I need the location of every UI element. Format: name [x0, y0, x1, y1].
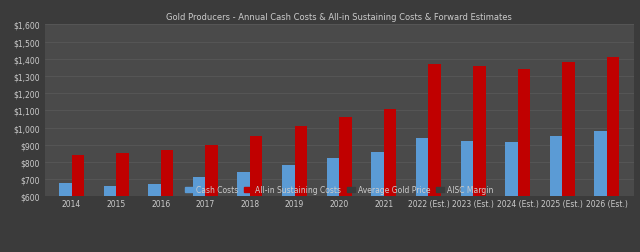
Bar: [384, 109, 396, 197]
Bar: [461, 142, 473, 197]
Bar: [607, 58, 620, 197]
Bar: [326, 159, 339, 197]
Bar: [339, 118, 352, 197]
Bar: [250, 137, 262, 197]
Bar: [282, 166, 294, 197]
Bar: [505, 143, 518, 197]
Legend: Cash Costs, All-in Sustaining Costs, Average Gold Price, AISC Margin: Cash Costs, All-in Sustaining Costs, Ave…: [185, 185, 493, 195]
Bar: [59, 183, 72, 197]
Bar: [562, 63, 575, 197]
Bar: [518, 70, 530, 197]
Bar: [116, 154, 129, 197]
Bar: [237, 173, 250, 197]
Bar: [595, 132, 607, 197]
Bar: [104, 186, 116, 197]
Bar: [473, 66, 486, 197]
Bar: [550, 137, 562, 197]
Bar: [371, 152, 384, 197]
Bar: [148, 184, 161, 197]
Bar: [428, 65, 441, 197]
Bar: [161, 150, 173, 197]
Bar: [205, 145, 218, 197]
Bar: [72, 155, 84, 197]
Title: Gold Producers - Annual Cash Costs & All-in Sustaining Costs & Forward Estimates: Gold Producers - Annual Cash Costs & All…: [166, 13, 512, 22]
Bar: [193, 177, 205, 197]
Bar: [294, 126, 307, 197]
Bar: [416, 138, 428, 197]
